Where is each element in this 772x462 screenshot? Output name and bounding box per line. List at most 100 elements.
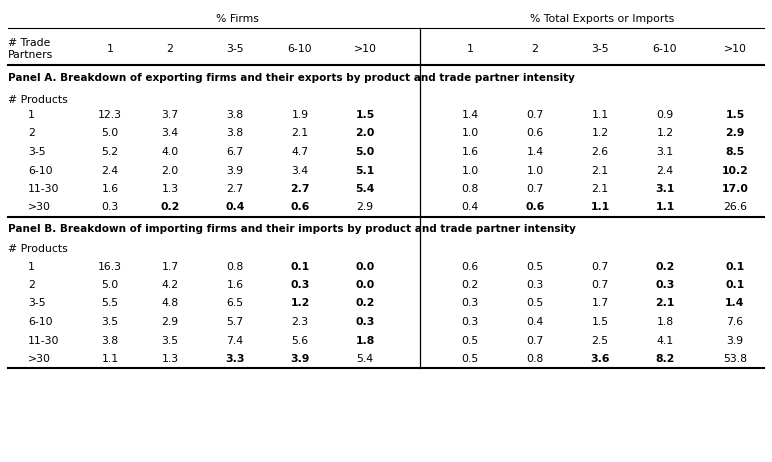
Text: 1.4: 1.4 bbox=[462, 110, 479, 120]
Text: 0.1: 0.1 bbox=[290, 261, 310, 272]
Text: 2.9: 2.9 bbox=[357, 202, 374, 213]
Text: 17.0: 17.0 bbox=[722, 184, 748, 194]
Text: 2.4: 2.4 bbox=[656, 165, 673, 176]
Text: 0.7: 0.7 bbox=[591, 261, 608, 272]
Text: # Products: # Products bbox=[8, 244, 68, 255]
Text: 3.3: 3.3 bbox=[225, 354, 245, 364]
Text: 1.3: 1.3 bbox=[161, 184, 178, 194]
Text: 4.8: 4.8 bbox=[161, 298, 178, 309]
Text: 0.5: 0.5 bbox=[527, 298, 543, 309]
Text: Panel B. Breakdown of importing firms and their imports by product and trade par: Panel B. Breakdown of importing firms an… bbox=[8, 225, 576, 235]
Text: # Products: # Products bbox=[8, 95, 68, 105]
Text: 6-10: 6-10 bbox=[28, 165, 52, 176]
Text: 2.0: 2.0 bbox=[161, 165, 178, 176]
Text: 1.6: 1.6 bbox=[226, 280, 243, 290]
Text: 1.4: 1.4 bbox=[527, 147, 543, 157]
Text: 11-30: 11-30 bbox=[28, 335, 59, 346]
Text: 1.0: 1.0 bbox=[527, 165, 543, 176]
Text: 3.4: 3.4 bbox=[161, 128, 178, 139]
Text: 1.2: 1.2 bbox=[591, 128, 608, 139]
Text: 2.1: 2.1 bbox=[655, 298, 675, 309]
Text: 7.4: 7.4 bbox=[226, 335, 243, 346]
Text: 6-10: 6-10 bbox=[28, 317, 52, 327]
Text: 0.4: 0.4 bbox=[527, 317, 543, 327]
Text: 5.0: 5.0 bbox=[101, 128, 119, 139]
Text: 0.2: 0.2 bbox=[355, 298, 374, 309]
Text: 0.3: 0.3 bbox=[462, 298, 479, 309]
Text: 0.7: 0.7 bbox=[591, 280, 608, 290]
Text: 0.5: 0.5 bbox=[462, 354, 479, 364]
Text: 2.9: 2.9 bbox=[726, 128, 745, 139]
Text: 2.9: 2.9 bbox=[161, 317, 178, 327]
Text: 5.2: 5.2 bbox=[101, 147, 119, 157]
Text: 0.1: 0.1 bbox=[726, 280, 745, 290]
Text: 1: 1 bbox=[28, 261, 35, 272]
Text: 3.8: 3.8 bbox=[226, 110, 243, 120]
Text: 0.7: 0.7 bbox=[527, 335, 543, 346]
Text: 2.6: 2.6 bbox=[591, 147, 608, 157]
Text: 1.0: 1.0 bbox=[462, 128, 479, 139]
Text: 3.1: 3.1 bbox=[656, 147, 673, 157]
Text: 2.1: 2.1 bbox=[292, 128, 309, 139]
Text: 7.6: 7.6 bbox=[726, 317, 743, 327]
Text: 1.8: 1.8 bbox=[656, 317, 673, 327]
Text: >10: >10 bbox=[723, 44, 747, 54]
Text: 3-5: 3-5 bbox=[226, 44, 244, 54]
Text: 2.7: 2.7 bbox=[226, 184, 243, 194]
Text: 0.0: 0.0 bbox=[355, 280, 374, 290]
Text: 2.5: 2.5 bbox=[591, 335, 608, 346]
Text: 5.6: 5.6 bbox=[292, 335, 309, 346]
Text: 1.3: 1.3 bbox=[161, 354, 178, 364]
Text: 1.8: 1.8 bbox=[355, 335, 374, 346]
Text: 3-5: 3-5 bbox=[591, 44, 609, 54]
Text: 3.5: 3.5 bbox=[101, 317, 119, 327]
Text: 5.5: 5.5 bbox=[101, 298, 119, 309]
Text: # Trade
Partners: # Trade Partners bbox=[8, 38, 53, 60]
Text: 0.7: 0.7 bbox=[527, 110, 543, 120]
Text: 1.1: 1.1 bbox=[591, 202, 610, 213]
Text: 1.6: 1.6 bbox=[101, 184, 119, 194]
Text: 5.4: 5.4 bbox=[357, 354, 374, 364]
Text: 0.3: 0.3 bbox=[655, 280, 675, 290]
Text: 0.9: 0.9 bbox=[656, 110, 674, 120]
Text: 6-10: 6-10 bbox=[288, 44, 313, 54]
Text: 0.6: 0.6 bbox=[525, 202, 545, 213]
Text: 1.7: 1.7 bbox=[161, 261, 178, 272]
Text: 6-10: 6-10 bbox=[652, 44, 677, 54]
Text: 1: 1 bbox=[107, 44, 113, 54]
Text: 0.8: 0.8 bbox=[527, 354, 543, 364]
Text: 3-5: 3-5 bbox=[28, 147, 46, 157]
Text: 1.0: 1.0 bbox=[462, 165, 479, 176]
Text: 8.2: 8.2 bbox=[655, 354, 675, 364]
Text: 1: 1 bbox=[28, 110, 35, 120]
Text: 0.0: 0.0 bbox=[355, 261, 374, 272]
Text: 4.2: 4.2 bbox=[161, 280, 178, 290]
Text: 1.6: 1.6 bbox=[462, 147, 479, 157]
Text: 0.5: 0.5 bbox=[462, 335, 479, 346]
Text: 0.8: 0.8 bbox=[462, 184, 479, 194]
Text: 1.9: 1.9 bbox=[292, 110, 309, 120]
Text: 3.8: 3.8 bbox=[101, 335, 119, 346]
Text: 53.8: 53.8 bbox=[723, 354, 747, 364]
Text: 3-5: 3-5 bbox=[28, 298, 46, 309]
Text: 1.7: 1.7 bbox=[591, 298, 608, 309]
Text: 0.3: 0.3 bbox=[462, 317, 479, 327]
Text: 0.3: 0.3 bbox=[101, 202, 119, 213]
Text: 2: 2 bbox=[28, 280, 35, 290]
Text: 2: 2 bbox=[532, 44, 538, 54]
Text: 2.0: 2.0 bbox=[355, 128, 374, 139]
Text: 0.3: 0.3 bbox=[527, 280, 543, 290]
Text: 2.4: 2.4 bbox=[101, 165, 119, 176]
Text: 5.7: 5.7 bbox=[226, 317, 243, 327]
Text: 1.1: 1.1 bbox=[655, 202, 675, 213]
Text: 2.7: 2.7 bbox=[290, 184, 310, 194]
Text: 3.9: 3.9 bbox=[726, 335, 743, 346]
Text: 1.5: 1.5 bbox=[726, 110, 745, 120]
Text: 1.2: 1.2 bbox=[656, 128, 673, 139]
Text: 3.9: 3.9 bbox=[226, 165, 243, 176]
Text: 2: 2 bbox=[167, 44, 174, 54]
Text: 1: 1 bbox=[466, 44, 473, 54]
Text: 0.4: 0.4 bbox=[462, 202, 479, 213]
Text: 0.8: 0.8 bbox=[226, 261, 244, 272]
Text: 1.5: 1.5 bbox=[355, 110, 374, 120]
